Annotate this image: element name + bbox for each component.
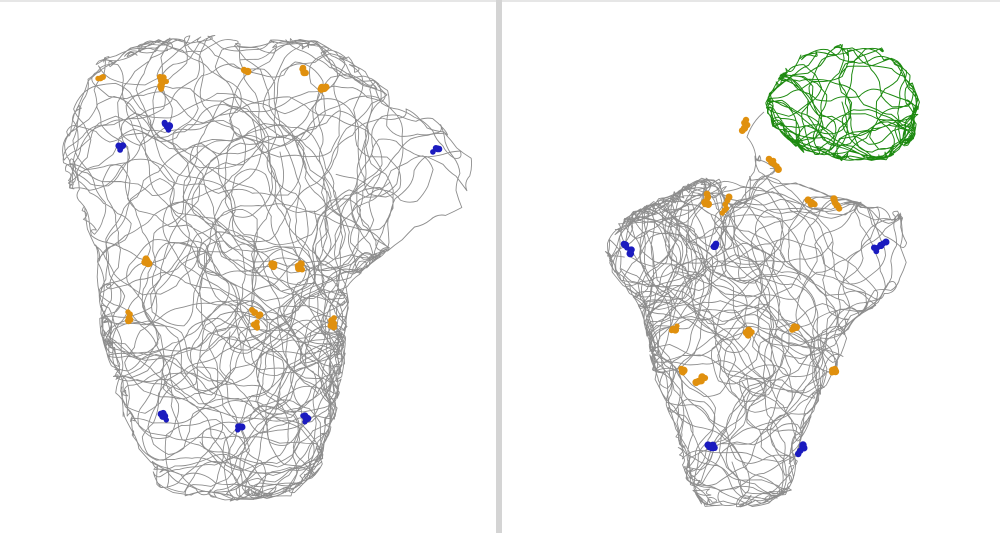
orange-residue-cluster[interactable] — [738, 116, 751, 134]
atom-sphere — [829, 369, 836, 376]
orange-residue-cluster[interactable] — [719, 193, 733, 216]
atom-sphere — [430, 149, 436, 155]
orange-residue-cluster[interactable] — [141, 255, 153, 268]
atom-sphere — [695, 377, 701, 384]
orange-residue-cluster[interactable] — [317, 83, 330, 93]
blue-residue-cluster[interactable] — [430, 145, 443, 155]
blue-residue-cluster[interactable] — [710, 240, 720, 251]
atom-sphere — [680, 370, 686, 376]
atom-sphere — [774, 165, 782, 173]
orange-residue-cluster[interactable] — [268, 260, 278, 271]
atom-sphere — [719, 210, 725, 216]
atom-sphere — [243, 67, 252, 76]
atom-sphere — [790, 323, 798, 331]
orange-residue-cluster[interactable] — [701, 190, 713, 208]
atom-sphere — [235, 427, 241, 433]
blue-residue-cluster[interactable] — [871, 238, 890, 255]
protein-backbone-trace — [69, 61, 473, 499]
structure-view-left[interactable] — [0, 2, 496, 533]
protein-backbone-trace — [66, 35, 462, 501]
atom-sphere — [300, 68, 308, 77]
atom-sphere — [257, 311, 264, 318]
atom-sphere — [704, 200, 713, 208]
orange-residue-cluster[interactable] — [240, 66, 252, 76]
orange-residue-cluster[interactable] — [668, 323, 680, 334]
orange-residue-cluster[interactable] — [830, 195, 843, 212]
atom-sphere — [157, 82, 164, 89]
atom-sphere — [320, 84, 329, 93]
orange-residue-cluster[interactable] — [156, 73, 169, 85]
atom-sphere — [252, 309, 259, 316]
structure-view-right[interactable] — [502, 2, 1000, 533]
orange-residue-cluster[interactable] — [678, 365, 688, 376]
orange-residue-cluster[interactable] — [299, 64, 309, 77]
orange-residue-cluster[interactable] — [742, 326, 755, 339]
orange-residue-cluster[interactable] — [789, 323, 800, 333]
orange-residue-cluster[interactable] — [804, 196, 818, 208]
atom-sphere — [145, 259, 153, 268]
protein-backbone-trace — [98, 42, 463, 502]
orange-residue-cluster[interactable] — [157, 80, 166, 92]
viewer-panel-right[interactable] — [502, 2, 1000, 533]
linker-strand — [745, 111, 765, 203]
atom-sphere — [836, 205, 843, 212]
atom-sphere — [165, 127, 172, 133]
orange-residue-cluster[interactable] — [249, 307, 264, 319]
orange-residue-cluster[interactable] — [829, 365, 840, 376]
atom-sphere — [744, 331, 752, 339]
orange-residue-cluster[interactable] — [95, 74, 106, 82]
atom-sphere — [253, 323, 260, 330]
blue-residue-cluster[interactable] — [300, 412, 312, 425]
orange-residue-cluster[interactable] — [250, 319, 261, 331]
blue-residue-cluster[interactable] — [115, 142, 127, 153]
protein-backbone-trace — [614, 175, 897, 508]
orange-residue-cluster[interactable] — [327, 315, 338, 331]
atom-sphere — [711, 244, 717, 251]
blue-residue-cluster[interactable] — [161, 119, 174, 133]
protein-backbone-trace — [62, 35, 449, 501]
atom-sphere — [738, 127, 746, 134]
atom-sphere — [302, 419, 308, 425]
protein-backbone-trace — [62, 35, 394, 499]
atom-sphere — [117, 147, 123, 153]
blue-residue-cluster[interactable] — [157, 409, 169, 423]
blue-residue-cluster[interactable] — [704, 441, 718, 452]
atom-sphere — [873, 248, 880, 255]
atom-sphere — [268, 262, 276, 269]
orange-residue-cluster[interactable] — [765, 155, 782, 173]
blue-residue-cluster[interactable] — [235, 423, 246, 433]
atom-sphere — [811, 200, 818, 207]
protein-backbone-trace — [604, 167, 908, 502]
atom-sphere — [163, 78, 169, 85]
atom-sphere — [126, 316, 134, 323]
atom-sphere — [626, 249, 635, 258]
atom-sphere — [163, 417, 169, 423]
atom-sphere — [95, 75, 101, 82]
orange-residue-cluster[interactable] — [294, 260, 306, 273]
bound-protein-trace — [765, 44, 920, 162]
atom-sphere — [794, 450, 802, 458]
atom-sphere — [708, 445, 715, 452]
orange-residue-cluster[interactable] — [692, 373, 709, 387]
blue-residue-cluster[interactable] — [794, 441, 808, 458]
orange-residue-cluster[interactable] — [125, 309, 134, 325]
viewer-panel-left[interactable] — [0, 2, 496, 533]
atom-sphere — [327, 322, 335, 329]
atom-sphere — [295, 265, 303, 273]
panel-divider[interactable] — [496, 0, 502, 533]
atom-sphere — [670, 326, 678, 333]
blue-residue-cluster[interactable] — [620, 240, 635, 258]
